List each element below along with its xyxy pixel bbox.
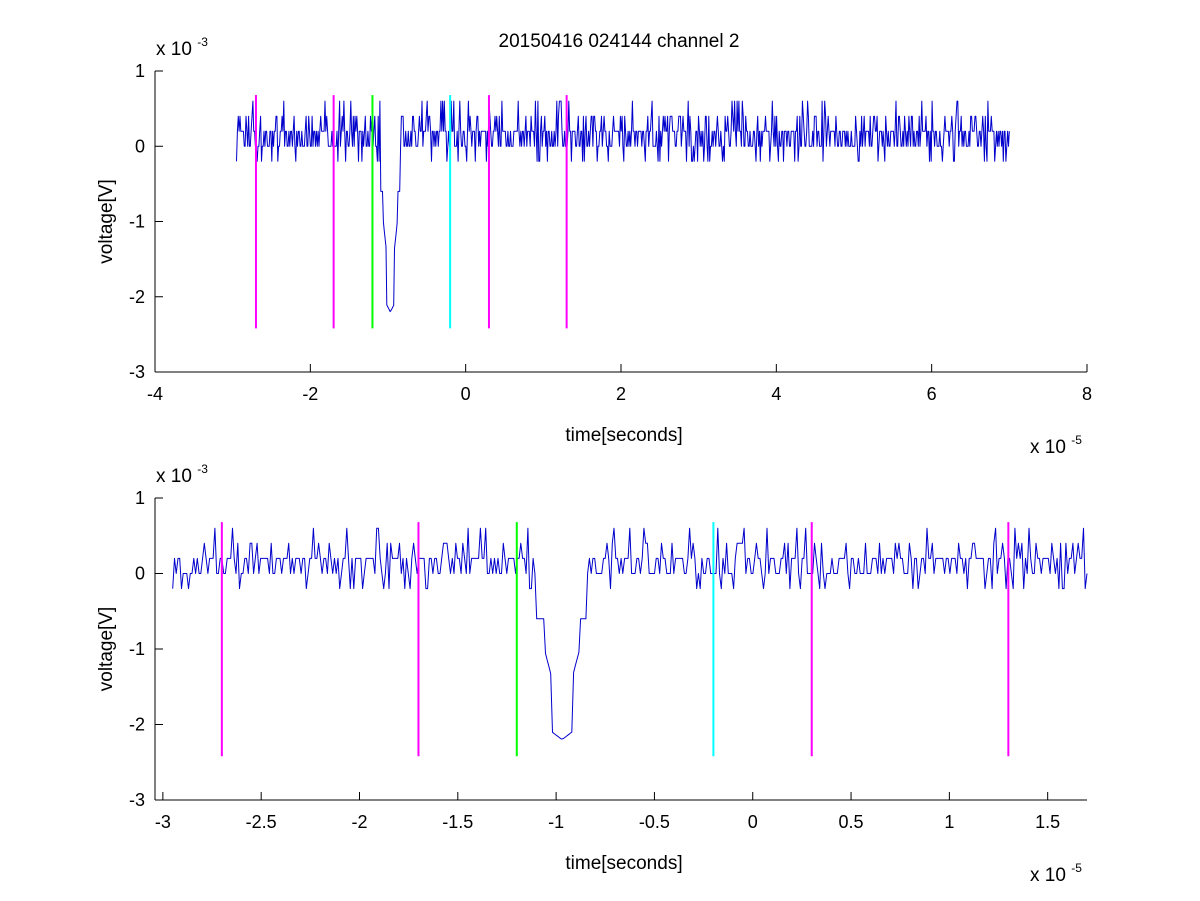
y-axis-label: voltage[V]: [96, 607, 117, 692]
x-tick-label: -1: [548, 812, 564, 832]
y-tick-label: -1: [129, 212, 145, 232]
y-tick-label: -1: [129, 639, 145, 659]
x-axis-label: time[seconds]: [565, 425, 682, 446]
y-exponent-power: -3: [197, 35, 208, 49]
x-tick-label: 1: [944, 812, 954, 832]
x-tick-label: -3: [155, 812, 171, 832]
y-axis-label: voltage[V]: [96, 179, 117, 264]
y-tick-label: -2: [129, 715, 145, 735]
y-tick-label: -3: [129, 362, 145, 382]
x-tick-label: 4: [771, 384, 781, 404]
x-exponent-power: -5: [1071, 433, 1082, 447]
x-tick-label: -2: [351, 812, 367, 832]
y-tick-label: 0: [135, 564, 145, 584]
x-tick-label: -2.5: [246, 812, 277, 832]
x-tick-label: -0.5: [639, 812, 670, 832]
x-tick-label: -4: [147, 384, 163, 404]
y-tick-label: -3: [129, 790, 145, 810]
x-tick-label: 1.5: [1035, 812, 1060, 832]
x-tick-label: 0: [748, 812, 758, 832]
x-tick-label: -2: [302, 384, 318, 404]
y-tick-label: 1: [135, 61, 145, 81]
top-panel: -4 -2 0 2 4 6 810-1-2-3time[seconds]voltage[V]…: [96, 35, 1092, 458]
y-tick-label: 0: [135, 136, 145, 156]
x-tick-label: 8: [1082, 384, 1092, 404]
x-tick-label: -1.5: [442, 812, 473, 832]
x-tick-label: 6: [927, 384, 937, 404]
x-exponent-power: -5: [1071, 861, 1082, 875]
y-tick-label: 1: [135, 488, 145, 508]
x-tick-label: 0: [461, 384, 471, 404]
y-tick-label: -2: [129, 287, 145, 307]
figure-title: 20150416 024144 channel 2: [499, 31, 740, 52]
x-tick-label: 0.5: [839, 812, 864, 832]
signal-trace: [172, 527, 1088, 740]
signal-trace: [236, 100, 1010, 313]
x-tick-label: 2: [616, 384, 626, 404]
x-axis-label: time[seconds]: [565, 853, 682, 874]
y-exponent-power: -3: [197, 462, 208, 476]
